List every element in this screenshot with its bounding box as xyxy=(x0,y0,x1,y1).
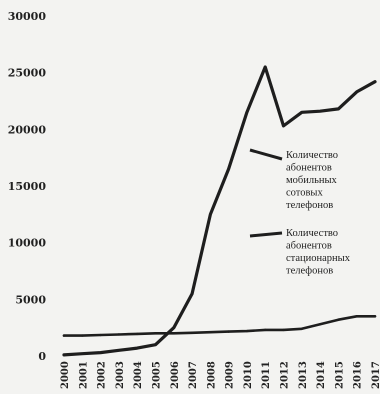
data-point xyxy=(300,327,304,330)
legend-swatch-2 xyxy=(249,231,283,238)
data-point xyxy=(227,330,230,333)
data-point xyxy=(62,334,66,337)
y-tick-label: 30000 xyxy=(8,10,47,23)
x-axis: 2000 2001 2002 2003 2004 2005 2006 2007 2008 2009… xyxy=(60,361,380,389)
data-point xyxy=(99,333,102,337)
x-tick-label: 2005 xyxy=(151,361,162,389)
data-point xyxy=(245,329,249,333)
x-tick-label: 2006 xyxy=(170,361,181,389)
series-line-2 xyxy=(62,315,377,337)
legend: Количество абонентов мобильных сотовых телеф… xyxy=(249,148,351,277)
data-point xyxy=(154,343,157,346)
data-point xyxy=(373,80,377,83)
x-tick-label: 2007 xyxy=(188,361,199,389)
data-point xyxy=(355,315,358,318)
data-point xyxy=(62,353,66,357)
series-line-1 xyxy=(62,65,377,357)
data-point xyxy=(81,334,84,337)
x-tick-label: 2001 xyxy=(78,361,89,389)
data-point xyxy=(245,111,249,114)
data-point xyxy=(99,351,102,354)
data-point xyxy=(154,332,157,335)
data-point xyxy=(172,332,175,335)
y-tick-label: 25000 xyxy=(8,67,47,80)
data-point xyxy=(209,213,212,216)
x-tick-label: 2011 xyxy=(261,361,272,389)
legend-swatch-1 xyxy=(249,148,283,161)
data-point xyxy=(172,326,175,329)
x-tick-label: 2004 xyxy=(133,361,144,389)
data-point xyxy=(282,328,285,332)
data-point xyxy=(227,167,230,171)
data-point xyxy=(117,349,121,352)
legend-label-2: Количество абонентов стационарных телефонов xyxy=(286,228,351,277)
x-tick-label: 2009 xyxy=(225,361,236,389)
data-point xyxy=(355,90,358,94)
data-point xyxy=(264,65,267,69)
y-tick-label: 20000 xyxy=(8,123,47,136)
data-point xyxy=(282,124,285,128)
x-tick-label: 2003 xyxy=(115,361,126,389)
x-tick-label: 2010 xyxy=(243,361,254,389)
x-tick-label: 2000 xyxy=(60,361,71,389)
x-tick-label: 2017 xyxy=(371,361,380,389)
x-tick-label: 2013 xyxy=(298,361,309,389)
data-point xyxy=(337,107,340,111)
data-point xyxy=(81,352,84,355)
data-point xyxy=(135,346,139,350)
data-point xyxy=(190,292,194,295)
legend-label-1: Количество абонентов мобильных сотовых телеф… xyxy=(286,150,338,211)
data-point xyxy=(117,333,121,336)
y-tick-label: 15000 xyxy=(8,180,47,193)
data-point xyxy=(209,331,212,334)
x-tick-label: 2016 xyxy=(353,361,364,389)
data-point xyxy=(264,328,267,332)
data-point xyxy=(337,318,340,321)
y-tick-label: 5000 xyxy=(15,293,46,306)
x-tick-label: 2002 xyxy=(97,361,108,389)
data-point xyxy=(190,331,194,334)
data-point xyxy=(135,332,139,336)
x-tick-label: 2014 xyxy=(316,361,327,389)
data-point xyxy=(318,110,322,113)
data-point xyxy=(373,315,377,318)
x-tick-label: 2012 xyxy=(280,361,291,389)
series-layer xyxy=(62,65,377,357)
data-point xyxy=(318,323,322,326)
y-tick-label: 10000 xyxy=(8,237,47,250)
data-point xyxy=(300,111,304,114)
x-tick-label: 2008 xyxy=(206,361,217,389)
x-tick-label: 2015 xyxy=(334,361,345,389)
y-axis: 0 5000 10000 15000 20000 25000 30000 xyxy=(8,10,47,363)
y-tick-label: 0 xyxy=(38,350,46,363)
